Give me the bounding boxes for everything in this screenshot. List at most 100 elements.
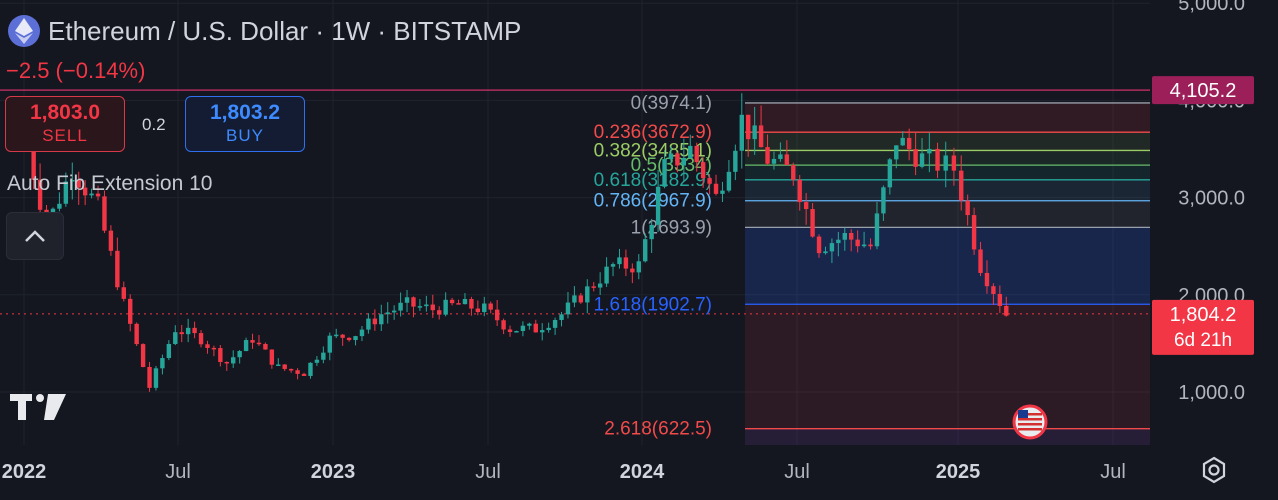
- candle: [462, 298, 468, 305]
- candle: [327, 335, 332, 353]
- candle: [752, 125, 757, 140]
- candle: [861, 244, 867, 247]
- fib-label: 0.786(2967.9): [594, 191, 712, 212]
- fib-label: 0(3974.1): [631, 93, 712, 114]
- candle: [411, 297, 416, 307]
- candle: [1004, 305, 1009, 316]
- countdown-label: 6d 21h: [1174, 330, 1232, 351]
- flag-stripe: [1018, 418, 1042, 421]
- candle: [140, 344, 146, 367]
- candle: [984, 272, 990, 287]
- y-tick-label: 3,000.0: [1178, 188, 1245, 210]
- candle: [404, 297, 410, 303]
- candle: [849, 233, 854, 240]
- candle: [913, 149, 918, 167]
- candle: [501, 320, 506, 330]
- candle: [951, 155, 957, 171]
- candle: [153, 368, 159, 388]
- candle: [57, 203, 62, 209]
- x-tick-label: Jul: [165, 461, 191, 483]
- candle: [662, 159, 667, 187]
- candle: [610, 264, 616, 267]
- candle: [655, 186, 661, 225]
- candle: [959, 170, 964, 201]
- candle: [108, 230, 114, 251]
- candle: [675, 153, 680, 166]
- candle: [527, 323, 532, 326]
- collapse-button[interactable]: [6, 212, 64, 260]
- candle: [391, 310, 397, 313]
- candle: [102, 196, 107, 231]
- current-price-tag: [1152, 299, 1254, 355]
- symbol-header[interactable]: Ethereum / U.S. Dollar · 1W · BITSTAMP: [8, 14, 521, 48]
- candle: [301, 373, 307, 376]
- x-tick-label: 2022: [2, 461, 47, 483]
- candle: [321, 352, 326, 360]
- candle: [430, 304, 435, 311]
- candle: [314, 359, 320, 363]
- candle: [700, 162, 706, 179]
- candle: [746, 114, 751, 140]
- candle: [649, 224, 654, 240]
- fib-zone: [745, 132, 1150, 151]
- candle: [128, 298, 133, 324]
- settings-icon[interactable]: [1200, 456, 1228, 489]
- candle: [707, 178, 712, 184]
- candle: [713, 183, 719, 194]
- candle: [978, 249, 983, 273]
- candle: [533, 323, 538, 333]
- fib-zone: [745, 165, 1150, 180]
- ethereum-icon: [8, 15, 40, 47]
- us-flag-event-icon: [1012, 404, 1048, 440]
- candle: [733, 150, 738, 172]
- sell-button[interactable]: 1,803.0 SELL: [5, 96, 125, 152]
- candle: [359, 329, 365, 337]
- candle: [417, 306, 423, 308]
- candle: [147, 366, 152, 388]
- candle: [887, 159, 893, 188]
- candle: [726, 171, 732, 191]
- candle: [482, 303, 487, 313]
- flag-stripe: [1018, 413, 1042, 416]
- candle: [372, 318, 378, 325]
- candle: [276, 364, 281, 366]
- buy-button[interactable]: 1,803.2 BUY: [185, 96, 305, 152]
- candle: [76, 179, 81, 188]
- candle: [927, 148, 932, 154]
- candle: [308, 362, 313, 376]
- candle: [739, 114, 744, 151]
- candle: [591, 286, 596, 288]
- current-price-label: 1,804.2: [1170, 304, 1237, 326]
- y-tick-label: 5,000.0: [1178, 0, 1245, 15]
- candle: [488, 303, 493, 310]
- candle: [507, 329, 513, 333]
- candle: [250, 340, 255, 343]
- candle: [520, 325, 526, 331]
- candle: [424, 304, 429, 307]
- candle: [353, 336, 358, 341]
- sell-price: 1,803.0: [29, 101, 101, 124]
- candle: [334, 334, 339, 337]
- price-change: −2.5 (−0.14%): [6, 58, 146, 83]
- x-tick-label: Jul: [1100, 461, 1126, 483]
- candle: [231, 357, 236, 364]
- candle: [565, 302, 571, 315]
- x-tick-label: 2025: [936, 461, 981, 483]
- candle: [346, 337, 352, 341]
- candle: [778, 154, 783, 159]
- buy-label: BUY: [226, 126, 264, 145]
- x-axis: 2022 Jul 2023 Jul 2024 Jul 2025 Jul: [2, 461, 1126, 483]
- candle: [237, 351, 242, 358]
- fib-zone: [745, 102, 1150, 133]
- flag-stripe: [1018, 428, 1042, 431]
- candle: [997, 293, 1003, 306]
- candle: [829, 243, 835, 252]
- candle: [791, 165, 796, 180]
- x-tick-label: 2023: [311, 461, 356, 483]
- candle: [121, 287, 126, 299]
- candle: [449, 299, 455, 304]
- candle: [881, 187, 886, 214]
- candle: [765, 147, 770, 164]
- indicator-name[interactable]: Auto Fib Extension 10: [7, 172, 213, 195]
